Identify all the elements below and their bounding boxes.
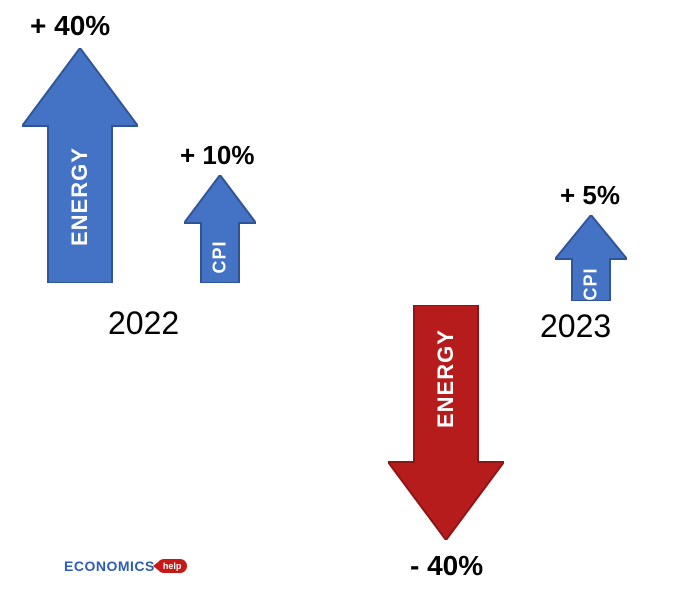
arrow-inner-label: ENERGY — [67, 166, 93, 246]
year-label-2023: 2023 — [540, 308, 611, 345]
arrow-energy-2023: ENERGY — [388, 305, 504, 540]
arrow-value-label: + 40% — [30, 10, 110, 42]
logo-brand: ECONOMICS — [64, 558, 155, 574]
arrow-value-label: + 10% — [180, 140, 254, 171]
arrow-energy-2022: ENERGY — [22, 48, 138, 283]
logo: ECONOMICS help — [64, 558, 187, 574]
arrow-inner-label: CPI — [210, 234, 231, 274]
arrow-inner-label: CPI — [581, 261, 602, 301]
arrow-cpi-2023: CPI — [555, 215, 627, 301]
logo-badge: help — [157, 559, 188, 573]
year-label-2022: 2022 — [108, 305, 179, 342]
arrow-cpi-2022: CPI — [184, 175, 256, 283]
arrow-inner-label: ENERGY — [433, 348, 459, 428]
arrow-value-label: - 40% — [410, 550, 483, 582]
arrow-value-label: + 5% — [560, 180, 620, 211]
